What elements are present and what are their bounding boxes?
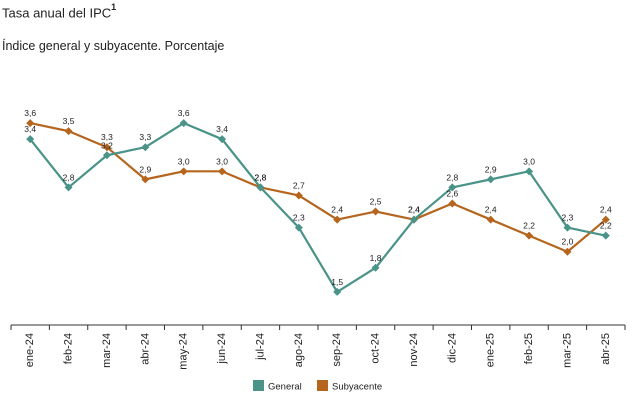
data-label-subyacente: 2,4 (600, 205, 612, 215)
marker-general (448, 183, 457, 192)
x-tick-label: ene-24 (24, 333, 36, 367)
legend-swatch-general (253, 380, 264, 391)
chart-title-text: Tasa anual del IPC (2, 5, 112, 21)
marker-general (26, 135, 35, 144)
chart-title: Tasa anual del IPC1 (2, 2, 117, 21)
marker-subyacente (102, 143, 111, 152)
marker-subyacente (486, 215, 495, 224)
line-subyacente (29, 122, 607, 253)
data-label-subyacente: 2,8 (255, 172, 267, 182)
marker-general (141, 143, 150, 152)
data-label-subyacente: 3,0 (216, 156, 228, 166)
data-labels: 3,42,83,23,33,63,42,82,31,51,82,42,82,93… (24, 108, 612, 287)
x-tick-label: ene-25 (485, 333, 497, 367)
marker-subyacente (333, 215, 342, 224)
x-tick-label: abr-25 (600, 333, 612, 365)
marker-subyacente (179, 167, 188, 176)
data-label-general: 2,8 (446, 172, 458, 182)
data-label-general: 3,6 (178, 108, 190, 118)
marker-general (179, 119, 188, 128)
marker-general (218, 135, 227, 144)
marker-subyacente (218, 167, 227, 176)
marker-subyacente (26, 119, 35, 128)
marker-general (409, 215, 418, 224)
chart-title-superscript: 1 (111, 2, 117, 12)
data-label-general: 2,4 (408, 205, 420, 215)
data-label-general: 3,3 (139, 132, 151, 142)
marker-subyacente (294, 191, 303, 200)
data-label-subyacente: 2,5 (370, 197, 382, 207)
x-tick-label: mar-24 (101, 333, 113, 368)
series-lines (29, 121, 607, 294)
marker-subyacente (563, 247, 572, 256)
data-label-general: 2,8 (255, 172, 267, 182)
marker-subyacente (371, 207, 380, 216)
data-label-subyacente: 2,0 (562, 237, 574, 247)
marker-general (333, 287, 342, 296)
data-label-general: 3,0 (523, 156, 535, 166)
line-general (29, 121, 607, 294)
data-label-general: 3,4 (24, 124, 36, 134)
data-label-general: 1,5 (331, 277, 343, 287)
marker-general (371, 263, 380, 272)
data-label-general: 2,3 (562, 213, 574, 223)
marker-general (486, 175, 495, 184)
data-label-general: 1,8 (370, 253, 382, 263)
x-tick-label: sep-24 (331, 333, 343, 367)
data-label-subyacente: 3,3 (101, 132, 113, 142)
x-tick-label: abr-24 (139, 333, 151, 365)
data-label-subyacente: 3,5 (63, 116, 75, 126)
x-tick-label: feb-24 (63, 333, 75, 364)
legend: General Subyacente (253, 380, 382, 393)
chart-subtitle: Índice general y subyacente. Porcentaje (2, 39, 225, 53)
data-label-subyacente: 2,4 (408, 205, 420, 215)
legend-label-subyacente: Subyacente (332, 382, 382, 393)
marker-subyacente (141, 175, 150, 184)
x-tick-label: ago-24 (293, 333, 305, 367)
data-label-subyacente: 2,9 (139, 164, 151, 174)
x-tick-label: nov-24 (408, 333, 420, 367)
x-tick-label: oct-24 (370, 333, 382, 364)
x-tick-label: mar-25 (561, 333, 573, 368)
marker-subyacente (601, 215, 610, 224)
marker-general (525, 167, 534, 176)
legend-label-general: General (268, 382, 302, 393)
data-label-subyacente: 3,0 (178, 156, 190, 166)
data-label-subyacente: 2,2 (523, 221, 535, 231)
marker-general (563, 223, 572, 232)
x-tick-label: dic-24 (446, 333, 458, 363)
data-label-general: 3,2 (101, 140, 113, 150)
data-label-general: 3,4 (216, 124, 228, 134)
data-label-subyacente: 2,4 (331, 205, 343, 215)
x-axis: ene-24 feb-24 mar-24 abr-24 may-24 jun-24 jul-… (10, 324, 626, 370)
x-tick-label: may-24 (178, 333, 190, 370)
data-label-subyacente: 2,6 (446, 188, 458, 198)
series-markers (26, 119, 610, 296)
data-label-general: 2,8 (63, 172, 75, 182)
marker-subyacente (448, 199, 457, 208)
x-tick-label: feb-25 (523, 333, 535, 364)
marker-general (294, 223, 303, 232)
data-label-subyacente: 2,7 (293, 180, 305, 190)
data-label-general: 2,3 (293, 213, 305, 223)
marker-general (102, 151, 111, 160)
legend-swatch-subyacente (317, 380, 328, 391)
data-label-subyacente: 2,4 (485, 205, 497, 215)
marker-general (64, 183, 73, 192)
data-label-general: 2,2 (600, 221, 612, 231)
data-label-general: 2,9 (485, 164, 497, 174)
marker-general (256, 183, 265, 192)
marker-general (601, 231, 610, 240)
x-tick-label: jun-24 (216, 333, 228, 365)
marker-subyacente (64, 127, 73, 136)
data-label-subyacente: 3,6 (24, 108, 36, 118)
marker-subyacente (525, 231, 534, 240)
x-tick-label: jul-24 (254, 333, 266, 361)
